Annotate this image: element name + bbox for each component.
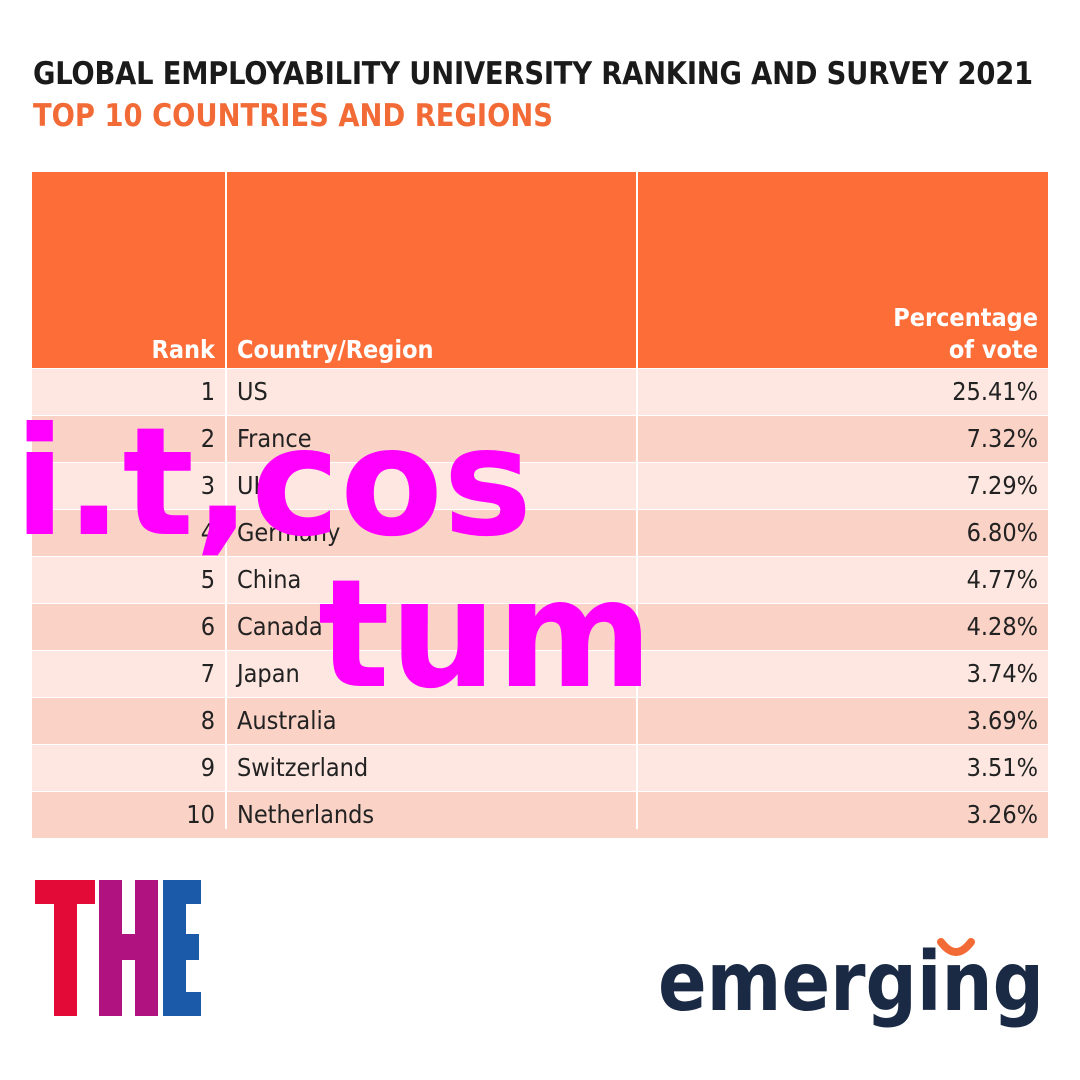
header-country: Country/Region (237, 335, 434, 364)
table-header: Rank Country/Region Percentage of vote (32, 172, 1048, 368)
column-divider (225, 368, 227, 829)
country-cell: China (237, 565, 302, 594)
rank-cell: 5 (200, 565, 215, 594)
table-row: 8 Australia 3.69% (32, 697, 1048, 744)
header-percentage-line2: of vote (948, 335, 1038, 364)
table-row: 7 Japan 3.74% (32, 650, 1048, 697)
country-cell: Japan (237, 659, 300, 688)
header-percentage-label: Percentage of vote (893, 302, 1038, 366)
percentage-cell: 3.51% (966, 753, 1038, 782)
table-row: 10 Netherlands 3.26% (32, 791, 1048, 838)
percentage-cell: 4.77% (966, 565, 1038, 594)
percentage-cell: 3.26% (966, 800, 1038, 829)
country-cell: Switzerland (237, 753, 369, 782)
header-percentage-line1: Percentage (893, 303, 1038, 332)
percentage-cell: 6.80% (966, 518, 1038, 547)
country-cell: France (237, 424, 312, 453)
country-cell: US (237, 377, 268, 406)
percentage-cell: 7.32% (966, 424, 1038, 453)
table-row: 6 Canada 4.28% (32, 603, 1048, 650)
country-cell: Netherlands (237, 800, 375, 829)
rank-cell: 7 (200, 659, 215, 688)
header-divider (636, 172, 638, 368)
table-row: 5 China 4.77% (32, 556, 1048, 603)
table-row: 4 Germany 6.80% (32, 509, 1048, 556)
table-body: 1 US 25.41% 2 France 7.32% 3 UK 7.29% 4 Germany 6.8… (32, 368, 1048, 838)
page-title: GLOBAL EMPLOYABILITY UNIVERSITY RANKING … (33, 56, 1033, 92)
table-row: 3 UK 7.29% (32, 462, 1048, 509)
rank-cell: 9 (200, 753, 215, 782)
rank-cell: 4 (200, 518, 215, 547)
rank-cell: 8 (200, 706, 215, 735)
rank-cell: 2 (200, 424, 215, 453)
percentage-cell: 25.41% (952, 377, 1038, 406)
rank-cell: 10 (186, 800, 215, 829)
header-percentage: Percentage of vote (638, 172, 1048, 368)
column-divider (636, 368, 638, 829)
country-cell: Germany (237, 518, 341, 547)
percentage-cell: 3.69% (966, 706, 1038, 735)
watermark-text-1: i.t,cos (14, 396, 533, 570)
table-row: 2 France 7.32% (32, 415, 1048, 462)
country-cell: Canada (237, 612, 323, 641)
page-subtitle: TOP 10 COUNTRIES AND REGIONS (33, 98, 553, 134)
country-cell: Australia (237, 706, 337, 735)
header-divider (225, 172, 227, 368)
percentage-cell: 3.74% (966, 659, 1038, 688)
country-cell: UK (237, 471, 269, 500)
emerging-wordmark: emerging (658, 938, 1044, 1030)
rank-cell: 6 (200, 612, 215, 641)
emerging-logo: emerging (658, 938, 1044, 1030)
percentage-cell: 7.29% (966, 471, 1038, 500)
header-rank: Rank (151, 335, 215, 364)
percentage-cell: 4.28% (966, 612, 1038, 641)
ranking-table: Rank Country/Region Percentage of vote 1… (32, 172, 1048, 838)
the-logo (35, 880, 201, 1016)
table-row: 9 Switzerland 3.51% (32, 744, 1048, 791)
rank-cell: 3 (200, 471, 215, 500)
rank-cell: 1 (200, 377, 215, 406)
table-row: 1 US 25.41% (32, 368, 1048, 415)
watermark-text-2: tum (318, 548, 653, 722)
